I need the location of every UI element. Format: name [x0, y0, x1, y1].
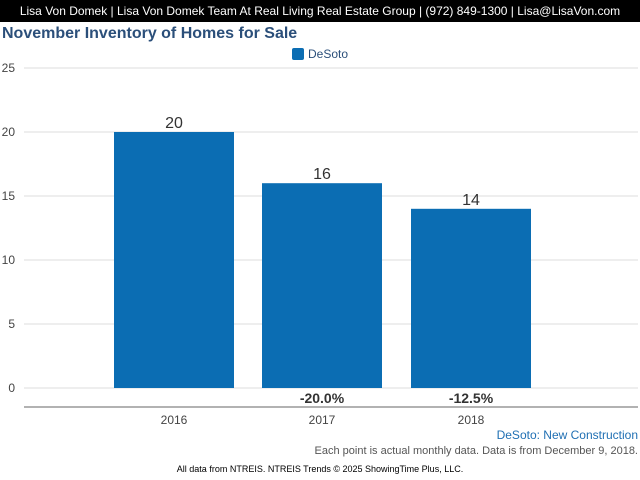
- chart-legend[interactable]: DeSoto: [292, 46, 348, 62]
- y-tick-label: 20: [2, 125, 16, 139]
- bar-2017: [262, 183, 382, 388]
- x-tick-label-2017: 2017: [309, 413, 336, 427]
- data-label-2018: 14: [462, 192, 480, 209]
- bar-2016: [114, 132, 234, 388]
- agent-header-bar: Lisa Von Domek | Lisa Von Domek Team At …: [0, 0, 640, 22]
- legend-label-desoto: DeSoto: [308, 47, 349, 61]
- data-note: Each point is actual monthly data. Data …: [314, 445, 638, 457]
- data-label-2017: 16: [313, 166, 331, 183]
- y-tick-label: 10: [2, 253, 16, 267]
- footer-credit: All data from NTREIS. NTREIS Trends © 20…: [176, 464, 464, 474]
- chart-title: November Inventory of Homes for Sale: [2, 25, 298, 42]
- data-label-2016: 20: [165, 115, 183, 132]
- percent-change-2017: -20.0%: [300, 390, 345, 406]
- y-tick-label: 5: [8, 317, 15, 331]
- agent-header-text: Lisa Von Domek | Lisa Von Domek Team At …: [19, 4, 621, 18]
- x-tick-label-2018: 2018: [458, 413, 485, 427]
- y-tick-label: 0: [8, 381, 15, 395]
- legend-swatch-desoto: [292, 48, 304, 60]
- y-tick-label: 15: [2, 189, 16, 203]
- bar-2018: [411, 208, 531, 388]
- percent-change-2018: -12.5%: [449, 390, 494, 406]
- chart-caption: DeSoto: New Construction: [496, 428, 638, 442]
- y-tick-label: 25: [2, 61, 16, 75]
- x-tick-label-2016: 2016: [161, 413, 188, 427]
